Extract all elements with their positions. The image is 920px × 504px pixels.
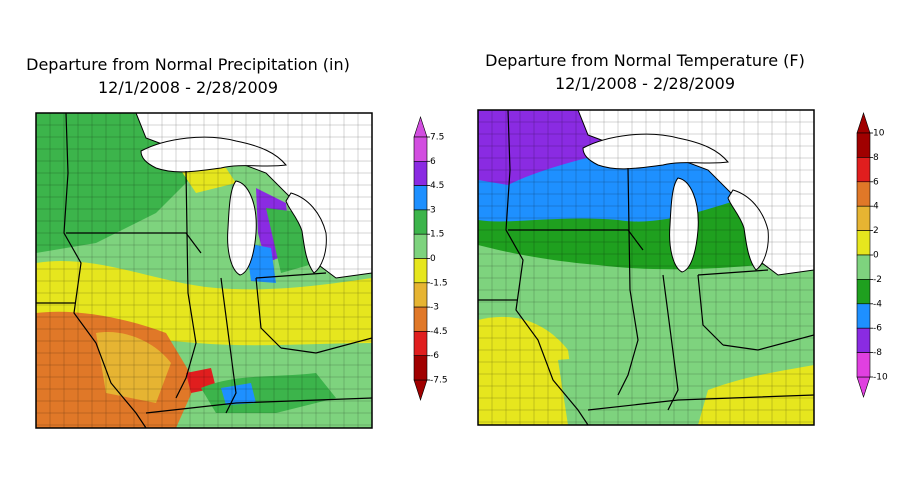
colorbar-label: 10 <box>873 129 885 139</box>
colorbar-label: -6 <box>430 351 439 361</box>
colorbar-label: 1.5 <box>430 230 444 240</box>
colorbar-segment <box>413 185 428 211</box>
colorbar-segment <box>413 282 428 308</box>
colorbar: 7.5 6 4.5 3 1.5 0 -1.5 -3 -4.5 -6 -7.5 <box>413 116 448 401</box>
colorbar-segment <box>856 254 871 280</box>
colorbar-segment <box>856 230 871 256</box>
map-subtitle: 12/1/2008 - 2/28/2009 <box>98 78 278 97</box>
colorbar-label: 0 <box>873 251 879 261</box>
colorbar-label: 4.5 <box>430 181 444 191</box>
colorbar-segment <box>856 132 871 158</box>
colorbar-label: 6 <box>430 157 436 167</box>
colorbar-label: -4 <box>873 299 882 309</box>
colorbar-segment <box>856 303 871 329</box>
colorbar-segment <box>413 258 428 284</box>
colorbar-segment <box>413 136 428 162</box>
colorbar-label: 7.5 <box>430 133 444 143</box>
colorbar-end <box>413 116 428 138</box>
colorbar-label: -10 <box>873 373 888 383</box>
colorbar-segment <box>413 161 428 186</box>
colorbar-label: 2 <box>873 226 879 236</box>
colorbar-label: 6 <box>873 177 879 187</box>
colorbar-segment <box>856 157 871 183</box>
colorbar-label: -2 <box>873 275 882 285</box>
colorbar-label: -3 <box>430 303 439 313</box>
colorbar-segment <box>413 355 428 381</box>
colorbar-label: -4.5 <box>430 327 448 337</box>
colorbar-label: 8 <box>873 153 879 163</box>
colorbar-label: -1.5 <box>430 278 448 288</box>
colorbar-segment <box>856 205 871 231</box>
colorbar-segment <box>413 209 428 235</box>
map-subtitle: 12/1/2008 - 2/28/2009 <box>555 74 735 93</box>
colorbar-end <box>856 376 871 398</box>
colorbar-label: 4 <box>873 202 879 212</box>
colorbar-label: -6 <box>873 324 882 334</box>
colorbar-segment <box>413 233 428 259</box>
colorbar-segment <box>856 327 871 353</box>
map-title: Departure from Normal Temperature (F) <box>485 51 805 70</box>
temperature-map <box>477 109 815 426</box>
colorbar-segment <box>413 331 428 356</box>
colorbar-segment <box>856 279 871 305</box>
colorbar-segment <box>856 181 871 207</box>
colorbar-label: 0 <box>430 254 436 264</box>
colorbar-label: 3 <box>430 205 436 215</box>
map-title: Departure from Normal Precipitation (in) <box>26 55 350 74</box>
colorbar-end <box>413 379 428 401</box>
precipitation-map <box>35 112 373 429</box>
colorbar-label: -7.5 <box>430 376 448 386</box>
colorbar-end <box>856 112 871 134</box>
colorbar: 10 8 6 4 2 0 -2 -4 -6 -8 -10 <box>856 112 888 398</box>
colorbar-segment <box>413 306 428 332</box>
colorbar-segment <box>856 352 871 378</box>
colorbar-label: -8 <box>873 348 882 358</box>
